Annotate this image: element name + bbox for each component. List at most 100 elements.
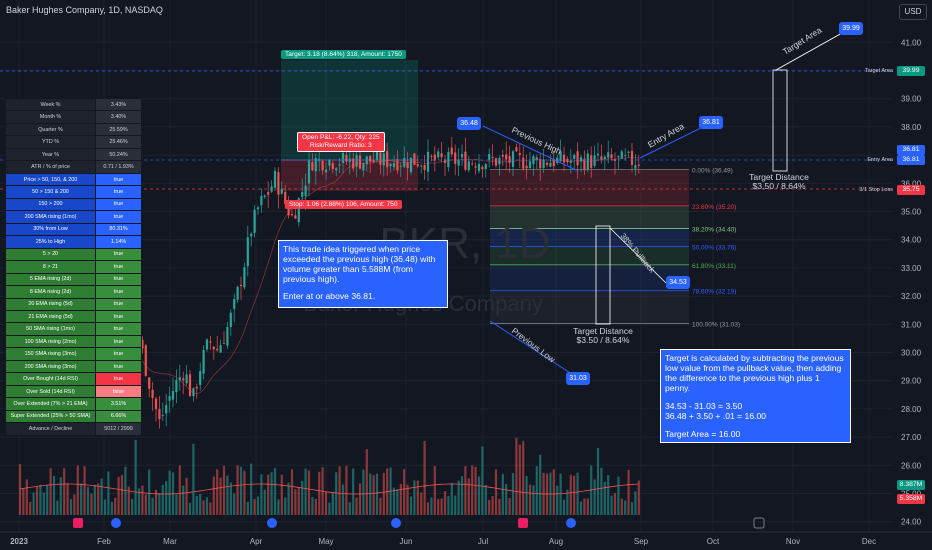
candle-body <box>491 157 494 159</box>
stats-label: 50 > 150 & 200 <box>5 185 96 199</box>
volume-bar <box>433 466 436 515</box>
volume-bar <box>100 478 103 515</box>
candle-body <box>501 154 504 157</box>
candle-body <box>161 415 164 416</box>
volume-bar <box>328 502 331 515</box>
volume-bar <box>222 465 226 515</box>
volume-bar <box>270 472 273 515</box>
price-tick: 38.00 <box>901 123 922 132</box>
volume-bar <box>216 469 219 515</box>
volume-bar <box>73 494 76 515</box>
volume-bar <box>454 495 457 515</box>
volume-bar <box>90 493 93 515</box>
candle-body <box>389 163 392 167</box>
candle-body <box>437 151 440 158</box>
volume-bar <box>559 473 562 515</box>
volume-bar <box>474 466 477 515</box>
stats-label: 200 SMA rising (1mo) <box>5 210 96 224</box>
price-tag: 39.99 <box>897 66 925 76</box>
candle-body <box>335 168 338 171</box>
volume-bar <box>409 496 413 515</box>
volume-bar <box>467 478 470 515</box>
volume-bar <box>498 498 501 515</box>
candle-body <box>175 380 178 393</box>
stats-value: true <box>95 247 142 262</box>
stats-row: Week % 3.43% <box>5 97 142 112</box>
candle-body <box>284 191 287 205</box>
pullback-line <box>609 227 667 284</box>
candle-body <box>290 214 294 216</box>
candle-body <box>573 154 576 159</box>
candle-body <box>154 398 158 409</box>
trade-note: This trade idea triggered when price exc… <box>278 240 448 308</box>
candle-body <box>239 284 243 287</box>
candle-body <box>345 155 348 162</box>
previous-low-tag: 31.03 <box>566 372 590 385</box>
volume-bar <box>192 443 195 515</box>
candle-body <box>185 374 188 384</box>
candle-body <box>528 161 532 168</box>
volume-bar <box>185 477 188 515</box>
fib-zone <box>490 205 689 229</box>
stats-row: 20 EMA rising (5d) true <box>5 297 142 311</box>
stats-label: 50 SMA rising (1mo) <box>5 322 96 336</box>
candle-body <box>178 377 181 381</box>
volume-bar <box>365 449 368 515</box>
stats-row: 50 > 150 & 200 true <box>5 185 142 199</box>
volume-bar <box>29 501 32 515</box>
volume-bar <box>508 497 511 515</box>
volume-bar <box>569 474 572 515</box>
candle-body <box>586 153 589 170</box>
candle-body <box>498 158 501 165</box>
volume-bar <box>219 477 222 515</box>
volume-bar <box>518 444 521 515</box>
candle-body <box>447 151 450 168</box>
volume-bar <box>579 501 583 515</box>
candle-body <box>566 158 569 163</box>
candle-body <box>314 158 317 172</box>
target-note-line-3: 36.48 + 3.50 + .01 = 16.00 <box>665 411 767 421</box>
stats-row: 8 > 21 true <box>5 260 142 274</box>
candle-body <box>620 151 623 159</box>
candle-body <box>518 153 521 156</box>
stats-label: YTD % <box>5 135 96 149</box>
candle-body <box>430 155 433 157</box>
price-tag: 35.75 <box>897 185 925 195</box>
candle-body <box>637 164 640 166</box>
candle-body <box>294 215 297 219</box>
time-tick: Sep <box>634 537 649 546</box>
candle-body <box>576 151 579 166</box>
stats-value: 3.43% <box>95 97 142 112</box>
candle-body <box>443 159 447 163</box>
candle-body <box>369 155 372 162</box>
stats-value: true <box>95 372 142 386</box>
candle-body <box>511 151 515 167</box>
candle-body <box>545 162 549 165</box>
volume-bar <box>443 491 447 515</box>
candle-body <box>338 164 341 166</box>
volume-bar <box>49 468 52 515</box>
volume-bar <box>148 469 151 515</box>
volume-bar <box>107 471 110 515</box>
volume-bar <box>358 483 362 515</box>
candle-body <box>477 163 481 172</box>
volume-bar <box>69 499 73 515</box>
chart-title: Baker Hughes Company, 1D, NASDAQ <box>6 5 163 15</box>
candle-body <box>457 159 460 166</box>
volume-bar <box>280 474 283 515</box>
fib-retracement: 0.00% (36.49) 23.60% (35.20) 38.20% (34.40… <box>490 167 740 328</box>
event-marker <box>566 518 576 528</box>
stats-row: 200 SMA rising (1mo) true <box>5 210 142 224</box>
candle-body <box>474 166 477 168</box>
volume-bar <box>97 483 100 515</box>
candle-body <box>426 151 430 172</box>
target-note-line-2: 34.53 - 31.03 = 3.50 <box>665 401 743 411</box>
candle-body <box>375 151 379 160</box>
volume-bar <box>32 492 35 515</box>
stats-value: true <box>95 172 142 187</box>
candle-body <box>525 165 528 169</box>
time-tick: Feb <box>97 537 111 546</box>
candle-body <box>607 152 610 158</box>
currency-button[interactable]: USD <box>899 4 927 20</box>
stats-value: true <box>95 334 142 349</box>
